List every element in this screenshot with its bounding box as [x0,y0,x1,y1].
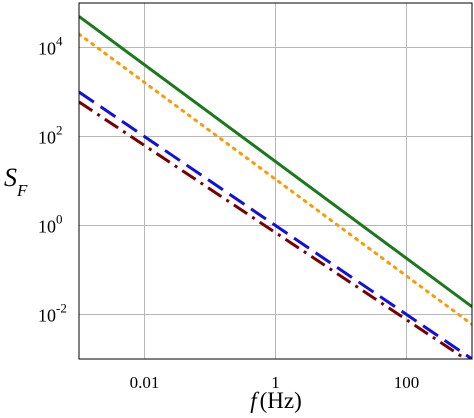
plot-frame [78,2,473,360]
x-tick-label: 1 [271,373,280,392]
y-tick-label: 100 [38,212,63,237]
y-tick-label: 104 [38,34,63,59]
x-tick-label: 0.01 [130,373,160,392]
y-tick-label: 10-2 [38,301,67,326]
grid [79,3,472,359]
series-line-2-dotted [79,32,472,326]
y-tick-label: 102 [38,123,63,148]
series-group [79,15,472,359]
series-line-1-solid [79,15,472,308]
y-axis-label: SF [4,163,28,200]
x-axis-label: f (Hz) [250,388,302,413]
tick-labels: 0.01 1 100 104 102 100 10-2 [38,34,419,393]
x-tick-label: 100 [394,373,420,392]
series-line-3-dashed [79,90,472,359]
